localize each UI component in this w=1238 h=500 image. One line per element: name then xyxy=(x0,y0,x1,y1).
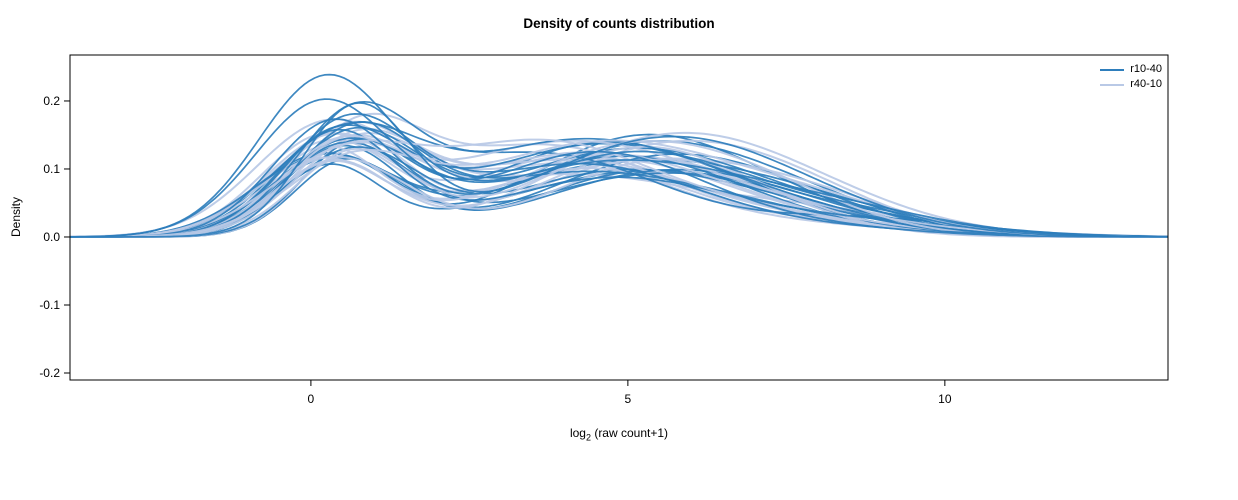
y-tick-label: 0.2 xyxy=(43,93,60,108)
x-axis-label-prefix: log xyxy=(569,426,586,440)
density-curve-r10-40 xyxy=(70,98,1168,238)
x-tick-label: 0 xyxy=(307,392,315,406)
legend-label-r40-10: r40-10 xyxy=(1130,78,1162,90)
x-axis-label: log2 (raw count+1) xyxy=(0,426,1238,442)
density-curve-r10-40 xyxy=(70,102,1168,238)
legend-line-r40-10 xyxy=(1100,83,1125,86)
x-axis-label-subscript: 2 xyxy=(585,432,591,443)
y-tick-label: 0.1 xyxy=(43,161,60,176)
x-tick-label: 10 xyxy=(938,392,952,406)
legend-entry-r40-10: r40-10 xyxy=(1100,78,1162,91)
legend-entry-r10-40: r10-40 xyxy=(1100,63,1162,76)
x-tick-label: 5 xyxy=(624,392,632,406)
legend-line-r10-40 xyxy=(1100,68,1125,71)
chart-title: Density of counts distribution xyxy=(523,16,715,31)
density-curve-r10-40 xyxy=(70,73,1168,238)
legend-label-r10-40: r10-40 xyxy=(1130,63,1162,75)
y-tick-label: -0.1 xyxy=(39,297,60,312)
y-tick-label: -0.2 xyxy=(39,365,60,380)
legend: r10-40 r40-10 xyxy=(1100,63,1162,91)
plot-box xyxy=(69,54,1169,381)
x-axis-label-rest: (raw count+1) xyxy=(590,426,669,440)
y-tick-label: 0.0 xyxy=(43,229,60,244)
